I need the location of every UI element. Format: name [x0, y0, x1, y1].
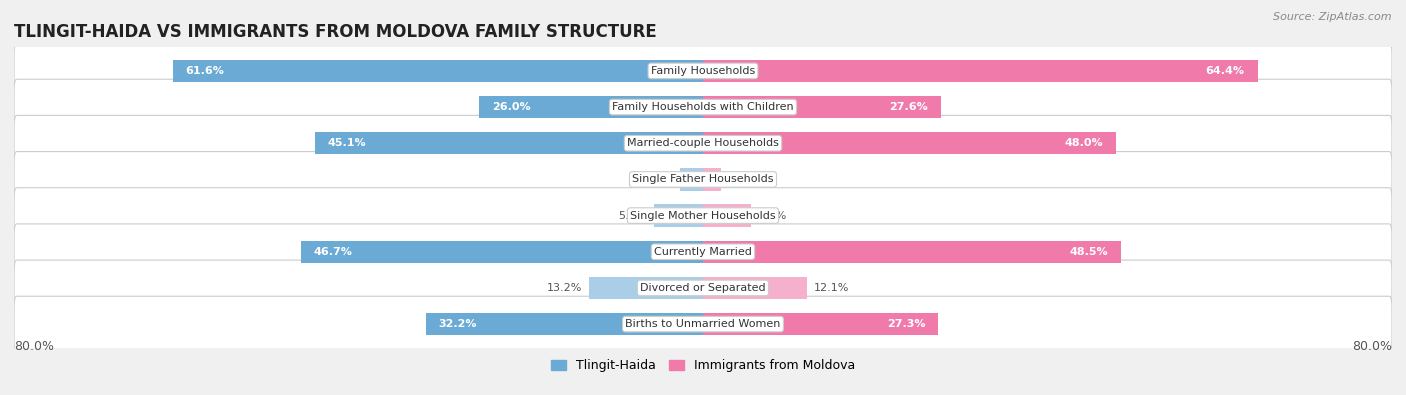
FancyBboxPatch shape	[14, 224, 1392, 280]
Text: 27.3%: 27.3%	[887, 319, 925, 329]
Text: Married-couple Households: Married-couple Households	[627, 138, 779, 148]
Text: 80.0%: 80.0%	[14, 340, 53, 353]
Bar	[703, 168, 721, 191]
Bar	[315, 132, 703, 154]
Text: 13.2%: 13.2%	[547, 283, 582, 293]
Text: 12.1%: 12.1%	[814, 283, 849, 293]
Text: 64.4%: 64.4%	[1206, 66, 1244, 76]
Text: 2.7%: 2.7%	[644, 175, 673, 184]
Text: Divorced or Separated: Divorced or Separated	[640, 283, 766, 293]
FancyBboxPatch shape	[14, 188, 1392, 243]
Text: 32.2%: 32.2%	[439, 319, 477, 329]
Text: 46.7%: 46.7%	[314, 247, 353, 257]
Text: 48.5%: 48.5%	[1069, 247, 1108, 257]
FancyBboxPatch shape	[14, 296, 1392, 352]
Bar	[301, 241, 703, 263]
Bar	[426, 313, 703, 335]
Bar	[703, 277, 807, 299]
FancyBboxPatch shape	[14, 43, 1392, 99]
Text: Births to Unmarried Women: Births to Unmarried Women	[626, 319, 780, 329]
Bar	[703, 132, 1116, 154]
Bar	[703, 96, 941, 118]
Legend: Tlingit-Haida, Immigrants from Moldova: Tlingit-Haida, Immigrants from Moldova	[546, 354, 860, 377]
Bar	[589, 277, 703, 299]
Text: 27.6%: 27.6%	[889, 102, 928, 112]
Text: 5.7%: 5.7%	[619, 211, 647, 220]
Text: 2.1%: 2.1%	[728, 175, 756, 184]
Text: Family Households: Family Households	[651, 66, 755, 76]
Bar	[703, 60, 1257, 82]
Text: Family Households with Children: Family Households with Children	[612, 102, 794, 112]
Text: Source: ZipAtlas.com: Source: ZipAtlas.com	[1274, 12, 1392, 22]
Text: Currently Married: Currently Married	[654, 247, 752, 257]
Bar	[703, 204, 751, 227]
Bar	[703, 313, 938, 335]
Text: 45.1%: 45.1%	[328, 138, 366, 148]
Text: TLINGIT-HAIDA VS IMMIGRANTS FROM MOLDOVA FAMILY STRUCTURE: TLINGIT-HAIDA VS IMMIGRANTS FROM MOLDOVA…	[14, 23, 657, 41]
Text: 61.6%: 61.6%	[186, 66, 225, 76]
Bar	[479, 96, 703, 118]
Bar	[679, 168, 703, 191]
Text: 80.0%: 80.0%	[1353, 340, 1392, 353]
Text: 26.0%: 26.0%	[492, 102, 530, 112]
Text: Single Father Households: Single Father Households	[633, 175, 773, 184]
Bar	[654, 204, 703, 227]
Bar	[703, 241, 1121, 263]
FancyBboxPatch shape	[14, 260, 1392, 316]
FancyBboxPatch shape	[14, 79, 1392, 135]
FancyBboxPatch shape	[14, 115, 1392, 171]
FancyBboxPatch shape	[14, 152, 1392, 207]
Text: 48.0%: 48.0%	[1064, 138, 1104, 148]
Bar	[173, 60, 703, 82]
Text: 5.6%: 5.6%	[758, 211, 786, 220]
Text: Single Mother Households: Single Mother Households	[630, 211, 776, 220]
